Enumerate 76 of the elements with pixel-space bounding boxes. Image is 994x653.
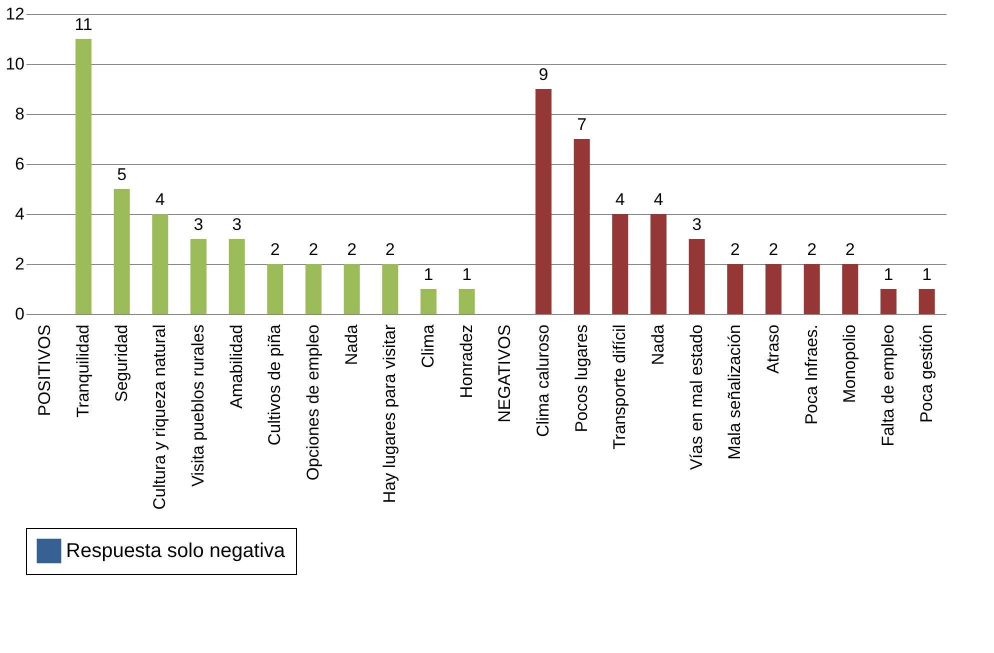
x-tick-label: NEGATIVOS	[495, 324, 514, 422]
x-tick-label: Seguridad	[112, 324, 131, 402]
x-tick-label: Mala señalización	[725, 324, 744, 460]
x-tick-label: Falta de empleo	[878, 324, 898, 446]
data-label: 2	[347, 240, 357, 259]
x-tick-label: Transporte difícil	[610, 324, 630, 450]
bar	[344, 264, 360, 314]
x-tick-label: Pocos lugares	[572, 324, 591, 432]
x-tick-label: Poca gestión	[916, 324, 936, 423]
bar	[114, 189, 130, 314]
data-label: 1	[462, 265, 472, 284]
bar	[804, 264, 820, 314]
bar	[727, 264, 744, 314]
bar	[880, 289, 896, 314]
y-tick-label: 12	[6, 4, 24, 24]
data-label: 4	[654, 190, 664, 209]
x-tick-label: POSITIVOS	[35, 324, 54, 416]
bar	[228, 239, 245, 314]
x-tick-label: Cultura y riqueza natural	[150, 324, 170, 510]
data-label: 4	[155, 190, 165, 209]
bar	[190, 239, 206, 314]
bar	[420, 289, 436, 314]
data-label: 2	[385, 240, 395, 259]
x-tick-label: Clima	[418, 324, 438, 368]
bar	[267, 264, 284, 314]
data-label: 2	[768, 240, 778, 259]
bar	[152, 214, 168, 314]
data-label: 2	[270, 240, 280, 259]
y-tick-label: 6	[15, 154, 24, 174]
x-tick-label: Atraso	[764, 324, 782, 374]
data-label: 2	[308, 240, 318, 259]
bar	[612, 214, 628, 314]
y-tick-label: 2	[15, 254, 24, 274]
x-tick-label: Tranquilidad	[74, 324, 92, 418]
data-label: 11	[74, 15, 92, 34]
x-tick-label: Monopolio	[840, 324, 860, 403]
bar	[574, 139, 590, 314]
x-tick-label: Nada	[342, 324, 361, 366]
bar	[76, 39, 92, 314]
bar	[382, 264, 398, 314]
data-label: 3	[194, 215, 204, 234]
bar	[306, 264, 322, 314]
data-label: 9	[538, 65, 548, 84]
x-tick-label: Opciones de empleo	[304, 324, 322, 480]
data-label: 1	[922, 265, 932, 284]
bar	[536, 89, 552, 314]
y-tick-label: 8	[15, 104, 24, 124]
x-tick-label: Poca Infraes.	[802, 324, 821, 425]
bar	[766, 264, 782, 314]
data-label: 1	[884, 265, 894, 284]
y-tick-label: 10	[6, 54, 24, 74]
data-label: 3	[232, 215, 242, 234]
bar	[650, 214, 666, 314]
data-label: 7	[577, 115, 587, 134]
y-tick-label: 4	[15, 204, 24, 224]
data-label: 5	[117, 165, 127, 184]
x-tick-label: Nada	[648, 324, 668, 366]
x-tick-label: Clima caluroso	[534, 324, 552, 437]
x-tick-label: Amabilidad	[226, 324, 246, 409]
bar	[688, 239, 705, 314]
data-label: 2	[845, 240, 855, 259]
data-label: 2	[730, 240, 740, 259]
legend-label: Respuesta solo negativa	[66, 540, 286, 562]
x-tick-label: Cultivos de piña	[265, 324, 284, 446]
x-tick-label: Hay lugares para visitar	[380, 324, 400, 504]
y-tick-label: 0	[15, 304, 24, 324]
x-tick-label: Honradez	[456, 324, 476, 398]
data-label: 4	[615, 190, 625, 209]
bar	[842, 264, 858, 314]
bar	[918, 289, 935, 314]
x-tick-label: Vías en mal estado	[686, 324, 706, 470]
x-tick-label: Visita pueblos rurales	[188, 324, 208, 487]
data-label: 2	[807, 240, 817, 259]
data-label: 1	[424, 265, 434, 284]
bar	[458, 289, 475, 314]
data-label: 3	[692, 215, 702, 234]
